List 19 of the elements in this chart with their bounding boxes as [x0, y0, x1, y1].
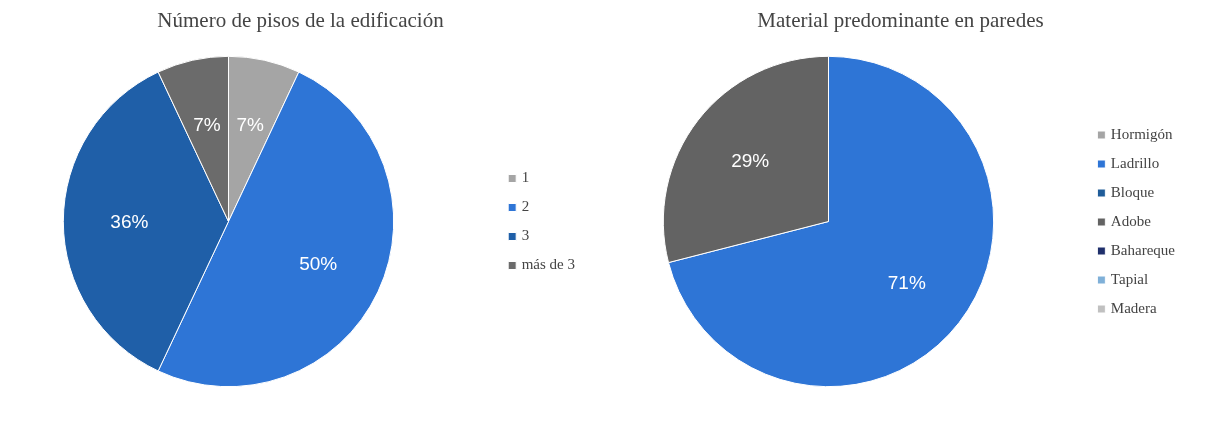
legend-label: Adobe	[1110, 212, 1151, 230]
legend-label: 2	[521, 198, 531, 215]
data-label: 7%	[236, 114, 264, 136]
legend-label: 1	[521, 169, 531, 186]
legend-label: Tapial	[1110, 270, 1149, 288]
data-label: 50%	[299, 253, 338, 275]
chart-title: Número de pisos de la edificación	[157, 7, 445, 32]
data-label: 71%	[887, 271, 926, 293]
legend-label: Ladrillo	[1110, 154, 1160, 172]
legend-label: más de 3	[521, 256, 575, 273]
data-label: 7%	[193, 114, 221, 136]
data-label: 29%	[731, 150, 770, 172]
legend-label: 3	[521, 227, 531, 244]
chart-title: Material predominante en paredes	[757, 7, 1044, 32]
legend-label: Hormigón	[1110, 125, 1173, 143]
data-label: 36%	[110, 211, 149, 232]
legend-label: Bahareque	[1110, 241, 1175, 259]
legend-label: Madera	[1110, 299, 1157, 317]
legend-label: Bloque	[1110, 183, 1155, 201]
